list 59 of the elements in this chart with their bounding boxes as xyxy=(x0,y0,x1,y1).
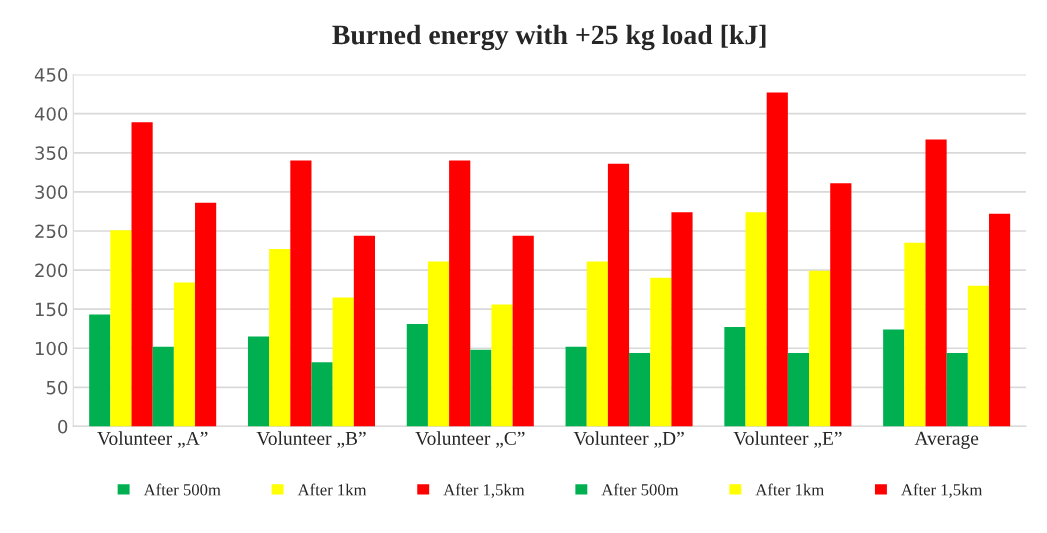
bar xyxy=(787,352,810,427)
y-tick-label: 300 xyxy=(35,185,68,199)
bar xyxy=(406,323,428,427)
bar xyxy=(904,242,926,427)
bar xyxy=(152,346,174,427)
bar xyxy=(332,297,354,427)
legend-label: After 1,5km xyxy=(443,483,525,498)
legend-label: After 500m xyxy=(143,483,221,496)
x-tick-label: Volunteer „A” xyxy=(97,431,208,448)
bar xyxy=(470,349,492,427)
bar xyxy=(946,352,968,427)
x-tick-label: Average xyxy=(914,431,979,449)
y-tick-label: 200 xyxy=(35,263,68,278)
bar xyxy=(565,346,587,427)
y-tick-label: 50 xyxy=(46,380,68,395)
bar xyxy=(967,285,990,427)
bar xyxy=(724,327,746,427)
x-tick-label: Volunteer „D” xyxy=(573,431,684,448)
legend-label: After 1km xyxy=(297,483,367,496)
bar xyxy=(89,314,111,427)
bar xyxy=(247,336,270,427)
legend-label: After 500m xyxy=(601,483,679,496)
bar xyxy=(766,92,788,427)
y-tick-label: 150 xyxy=(35,302,68,317)
bar xyxy=(195,202,217,427)
bar xyxy=(745,212,767,427)
y-tick-label: 350 xyxy=(35,146,68,160)
bar xyxy=(353,235,375,427)
bar xyxy=(650,277,672,427)
bar xyxy=(290,160,312,427)
bar xyxy=(809,270,831,427)
bar xyxy=(110,230,132,427)
x-tick-label: Volunteer „B” xyxy=(256,431,366,448)
bar xyxy=(449,160,471,427)
bar xyxy=(269,248,291,427)
x-tick-label: Volunteer „E” xyxy=(733,431,842,448)
bar xyxy=(607,163,630,427)
bar xyxy=(586,261,608,427)
bar xyxy=(925,139,947,427)
y-tick-label: 450 xyxy=(34,68,68,82)
y-tick-label: 100 xyxy=(35,341,68,356)
y-tick-label: 250 xyxy=(35,224,68,239)
chart-title: Burned energy with +25 kg load [kJ] xyxy=(332,24,766,51)
bar xyxy=(671,212,693,427)
bar xyxy=(883,329,905,427)
bar xyxy=(830,183,852,427)
bar xyxy=(491,304,513,427)
bar xyxy=(989,213,1011,427)
bar xyxy=(311,362,333,427)
legend-label: After 1km xyxy=(755,483,824,496)
bar xyxy=(512,235,534,427)
x-tick-label: Volunteer „C” xyxy=(415,431,525,448)
y-tick-label: 0 xyxy=(58,419,68,434)
legend-label: After 1,5km xyxy=(901,483,983,498)
bar xyxy=(629,352,651,427)
bar xyxy=(427,261,450,427)
bar xyxy=(173,282,196,427)
bar xyxy=(131,122,153,427)
y-tick-label: 400 xyxy=(34,107,68,121)
